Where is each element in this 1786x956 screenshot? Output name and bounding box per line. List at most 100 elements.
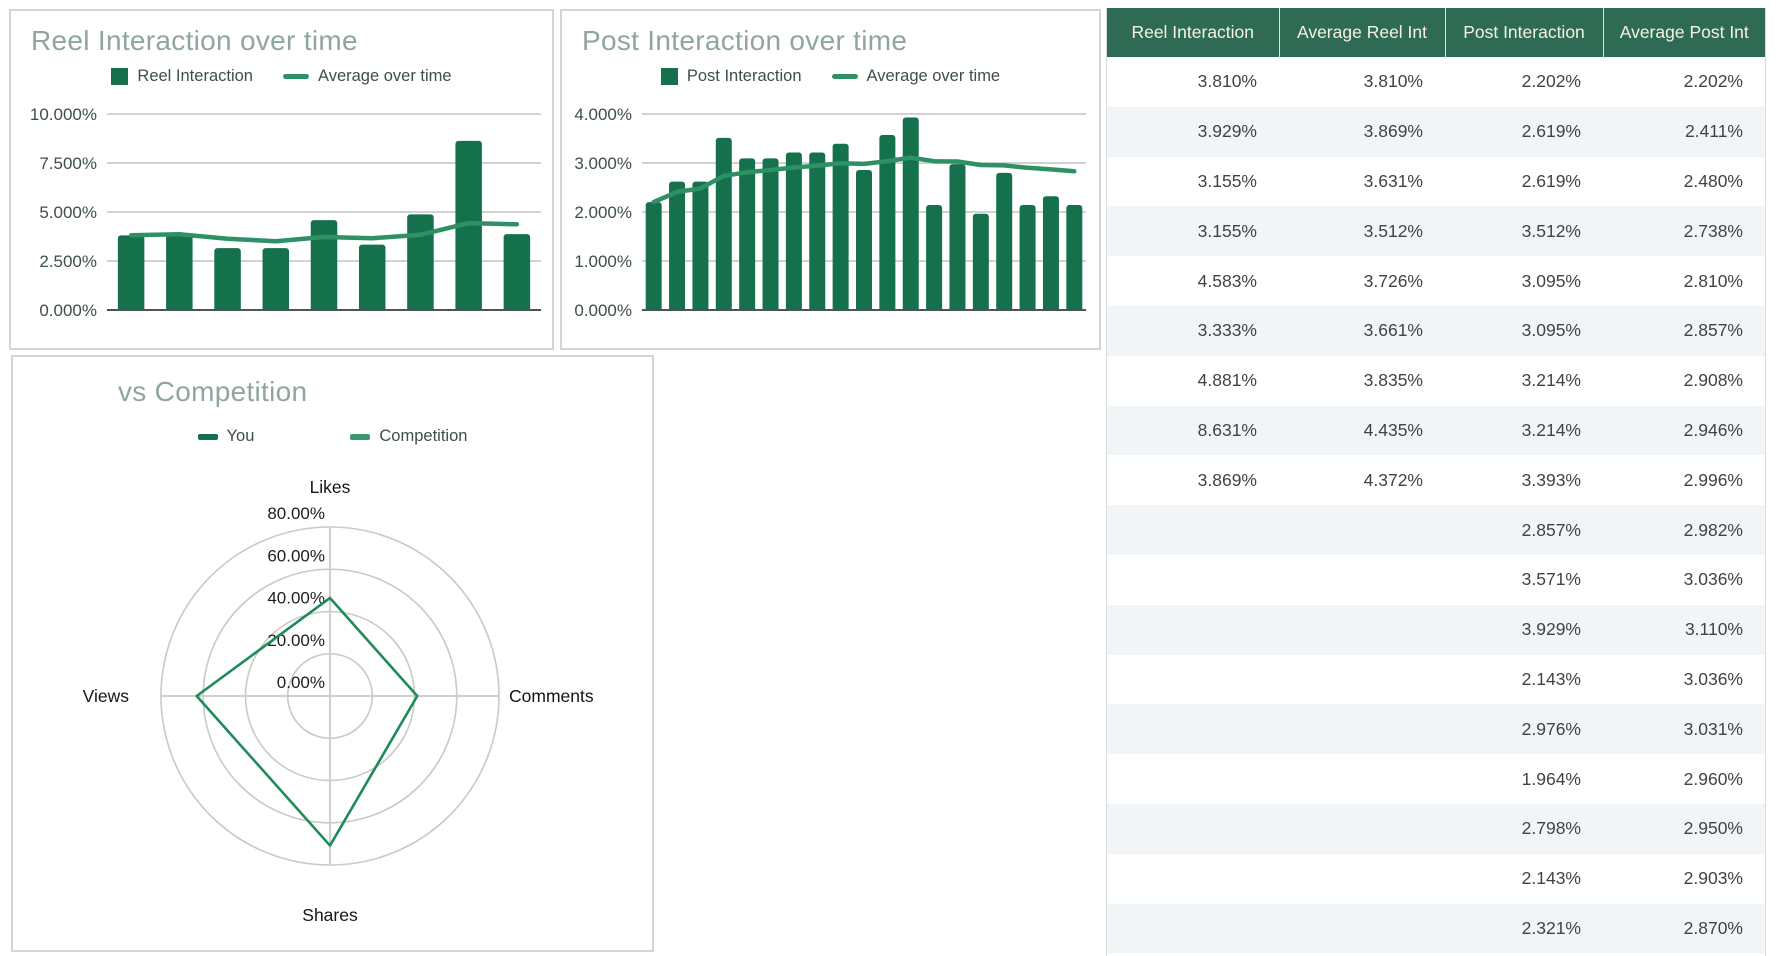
- table-row: 3.869% 4.372% 3.393% 2.996%: [1107, 455, 1765, 506]
- table-cell[interactable]: 2.202%: [1683, 71, 1743, 92]
- table-cell[interactable]: 3.512%: [1521, 220, 1581, 241]
- table-cell[interactable]: [1279, 804, 1445, 854]
- reel-interaction-chart-panel[interactable]: Reel Interaction over time Reel Interact…: [9, 9, 554, 350]
- table-cell[interactable]: 2.950%: [1683, 818, 1743, 839]
- table-cell[interactable]: 3.393%: [1521, 469, 1581, 490]
- col-header-post-interaction[interactable]: Post Interaction: [1445, 8, 1604, 57]
- table-cell[interactable]: [1279, 704, 1445, 754]
- table-cell[interactable]: 4.435%: [1363, 419, 1423, 440]
- svg-text:Views: Views: [83, 686, 130, 706]
- table-row: 3.155% 3.512% 3.512% 2.738%: [1107, 206, 1765, 257]
- legend-item-post-interaction: Post Interaction: [660, 67, 802, 86]
- legend-label: Reel Interaction: [137, 67, 253, 85]
- table-cell[interactable]: 2.321%: [1521, 917, 1581, 938]
- table-cell[interactable]: 2.143%: [1521, 868, 1581, 889]
- table-cell[interactable]: 3.512%: [1363, 220, 1423, 241]
- table-cell[interactable]: 4.881%: [1197, 370, 1257, 391]
- col-header-average-reel-int[interactable]: Average Reel Int: [1279, 8, 1446, 57]
- table-cell[interactable]: 2.946%: [1683, 419, 1743, 440]
- table-cell[interactable]: [1107, 505, 1279, 555]
- table-cell[interactable]: 3.810%: [1197, 71, 1257, 92]
- table-cell[interactable]: 2.411%: [1684, 121, 1743, 142]
- table-cell[interactable]: [1279, 555, 1445, 605]
- table-cell[interactable]: 3.661%: [1363, 320, 1423, 341]
- table-cell[interactable]: 3.036%: [1683, 569, 1743, 590]
- table-cell[interactable]: 2.619%: [1521, 170, 1581, 191]
- table-cell[interactable]: 3.155%: [1197, 220, 1257, 241]
- table-cell[interactable]: 2.738%: [1683, 220, 1743, 241]
- table-cell[interactable]: [1279, 854, 1445, 904]
- table-cell[interactable]: 2.976%: [1521, 718, 1581, 739]
- table-cell[interactable]: 2.960%: [1683, 768, 1743, 789]
- reel-chart-legend: Reel Interaction Average over time: [11, 67, 552, 86]
- table-cell[interactable]: [1107, 804, 1279, 854]
- table-cell[interactable]: [1279, 655, 1445, 705]
- table-cell[interactable]: 3.869%: [1197, 469, 1257, 490]
- table-cell[interactable]: 3.929%: [1521, 619, 1581, 640]
- table-cell[interactable]: 2.202%: [1521, 71, 1581, 92]
- table-cell[interactable]: 4.372%: [1363, 469, 1423, 490]
- table-cell[interactable]: 2.996%: [1683, 469, 1743, 490]
- table-cell[interactable]: 2.870%: [1683, 917, 1743, 938]
- table-cell[interactable]: 3.726%: [1363, 270, 1423, 291]
- radar-chart-legend: You Competition: [13, 427, 652, 446]
- legend-label: Average over time: [866, 67, 1001, 85]
- col-header-average-post-int[interactable]: Average Post Int: [1603, 8, 1765, 57]
- table-cell[interactable]: 8.631%: [1197, 419, 1257, 440]
- table-cell[interactable]: [1279, 505, 1445, 555]
- table-cell[interactable]: [1107, 655, 1279, 705]
- post-chart-title: Post Interaction over time: [582, 25, 908, 56]
- vs-competition-chart-panel[interactable]: vs Competition You Competition 80.00% 60.…: [11, 355, 654, 952]
- table-cell[interactable]: 3.214%: [1521, 419, 1581, 440]
- table-cell[interactable]: [1107, 904, 1279, 954]
- table-cell[interactable]: 1.964%: [1521, 768, 1581, 789]
- svg-text:0.000%: 0.000%: [574, 301, 632, 320]
- table-cell[interactable]: 3.571%: [1521, 569, 1581, 590]
- table-cell[interactable]: 2.857%: [1683, 320, 1743, 341]
- table-cell[interactable]: 2.619%: [1521, 121, 1581, 142]
- table-cell[interactable]: 2.982%: [1683, 519, 1743, 540]
- table-cell[interactable]: 3.810%: [1363, 71, 1423, 92]
- line-series-swatch-icon: [282, 74, 309, 79]
- table-cell[interactable]: 2.798%: [1521, 818, 1581, 839]
- table-cell[interactable]: 2.480%: [1683, 170, 1743, 191]
- table-cell[interactable]: 3.095%: [1521, 270, 1581, 291]
- table-cell[interactable]: 2.857%: [1521, 519, 1581, 540]
- table-row: 2.143% 2.903%: [1107, 853, 1765, 904]
- table-cell[interactable]: 3.869%: [1363, 121, 1423, 142]
- table-cell[interactable]: 3.031%: [1683, 718, 1743, 739]
- line-series-swatch-icon: [831, 74, 858, 79]
- radar-chart-title: vs Competition: [118, 376, 308, 407]
- table-cell[interactable]: [1107, 555, 1279, 605]
- reel-chart-title: Reel Interaction over time: [31, 25, 358, 56]
- table-cell[interactable]: [1107, 854, 1279, 904]
- table-cell[interactable]: 3.110%: [1684, 619, 1743, 640]
- svg-text:Shares: Shares: [302, 905, 358, 925]
- table-cell[interactable]: [1107, 605, 1279, 655]
- table-cell[interactable]: 2.908%: [1683, 370, 1743, 391]
- table-cell[interactable]: 3.929%: [1197, 121, 1257, 142]
- table-cell[interactable]: 3.835%: [1363, 370, 1423, 391]
- table-cell[interactable]: 3.036%: [1683, 668, 1743, 689]
- table-cell[interactable]: 4.583%: [1197, 270, 1257, 291]
- table-cell[interactable]: 3.631%: [1363, 170, 1423, 191]
- table-cell[interactable]: 2.810%: [1683, 270, 1743, 291]
- table-cell[interactable]: 3.214%: [1521, 370, 1581, 391]
- legend-item-you: You: [197, 427, 254, 446]
- table-cell[interactable]: [1107, 704, 1279, 754]
- table-row: 3.333% 3.661% 3.095% 2.857%: [1107, 305, 1765, 356]
- table-row: 4.881% 3.835% 3.214% 2.908%: [1107, 355, 1765, 406]
- radar-chart: 80.00% 60.00% 40.00% 20.00% 0.00% Likes Commen…: [83, 477, 594, 925]
- table-cell[interactable]: 3.095%: [1521, 320, 1581, 341]
- you-series-swatch-icon: [197, 433, 218, 440]
- table-cell[interactable]: [1279, 904, 1445, 954]
- table-cell[interactable]: [1279, 754, 1445, 804]
- table-cell[interactable]: 2.143%: [1521, 668, 1581, 689]
- table-cell[interactable]: [1279, 605, 1445, 655]
- post-interaction-chart-panel[interactable]: Post Interaction over time Post Interact…: [560, 9, 1101, 350]
- table-cell[interactable]: 2.903%: [1683, 868, 1743, 889]
- table-cell[interactable]: 3.333%: [1197, 320, 1257, 341]
- col-header-reel-interaction[interactable]: Reel Interaction: [1107, 8, 1280, 57]
- table-cell[interactable]: [1107, 754, 1279, 804]
- table-cell[interactable]: 3.155%: [1197, 170, 1257, 191]
